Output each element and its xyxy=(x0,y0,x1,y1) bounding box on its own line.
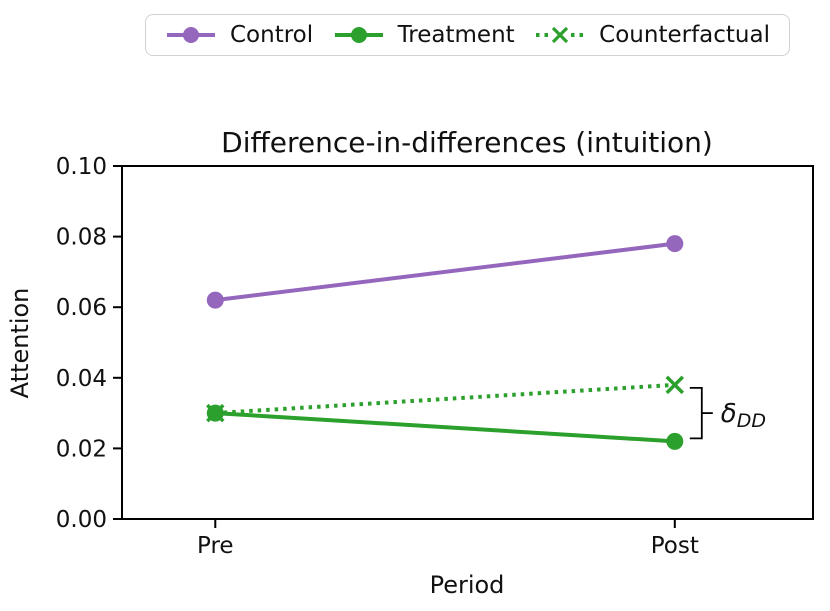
y-axis-label: Attention xyxy=(6,288,34,399)
series-line-counterfactual xyxy=(215,382,675,416)
annotation-layer xyxy=(689,386,713,440)
x-axis-label: Period xyxy=(430,571,505,599)
marker-control-post xyxy=(666,235,684,253)
plot-border xyxy=(121,165,814,520)
marker-counterfactual-post xyxy=(665,375,685,395)
treatment-line-marker-icon xyxy=(334,27,383,43)
marker-treatment-post xyxy=(666,432,684,450)
delta-symbol: δ xyxy=(721,399,737,429)
legend-sample-x-marker xyxy=(552,26,569,44)
series-line-treatment xyxy=(215,411,675,444)
legend-item-counterfactual: Counterfactual xyxy=(534,21,770,48)
legend-sample-circle-marker xyxy=(350,27,367,43)
legend: Control Treatment Counterfactual xyxy=(145,14,790,56)
delta-bracket xyxy=(689,386,703,440)
control-line-marker-icon xyxy=(167,27,215,43)
delta-dd-annotation: δDD xyxy=(721,399,766,432)
y-tick-label: 0.10 xyxy=(56,154,107,180)
series-line-control xyxy=(215,241,676,303)
x-tick-label: Post xyxy=(651,533,699,559)
y-tick-label: 0.06 xyxy=(56,295,107,321)
marker-treatment-pre xyxy=(206,404,224,422)
marker-control-pre xyxy=(206,291,224,309)
y-tick-label: 0.00 xyxy=(56,507,107,533)
y-tick-label: 0.02 xyxy=(56,436,107,462)
series-layer xyxy=(206,235,685,450)
legend-label-control: Control xyxy=(230,21,314,48)
legend-label-counterfactual: Counterfactual xyxy=(599,21,770,48)
chart-title: Difference-in-differences (intuition) xyxy=(221,126,713,159)
legend-label-treatment: Treatment xyxy=(397,21,515,48)
delta-subscript: DD xyxy=(737,410,766,432)
x-tick-label: Pre xyxy=(197,533,234,559)
axes-layer: 0.00 0.02 0.04 0.06 0.08 0.10 Pre Post xyxy=(56,154,814,559)
legend-sample-circle-marker xyxy=(183,27,199,43)
y-tick-label: 0.08 xyxy=(56,225,107,251)
legend-item-control: Control xyxy=(165,21,314,48)
counterfactual-dotted-x-icon xyxy=(536,26,585,44)
y-tick-label: 0.04 xyxy=(56,366,107,392)
legend-item-treatment: Treatment xyxy=(333,21,515,48)
